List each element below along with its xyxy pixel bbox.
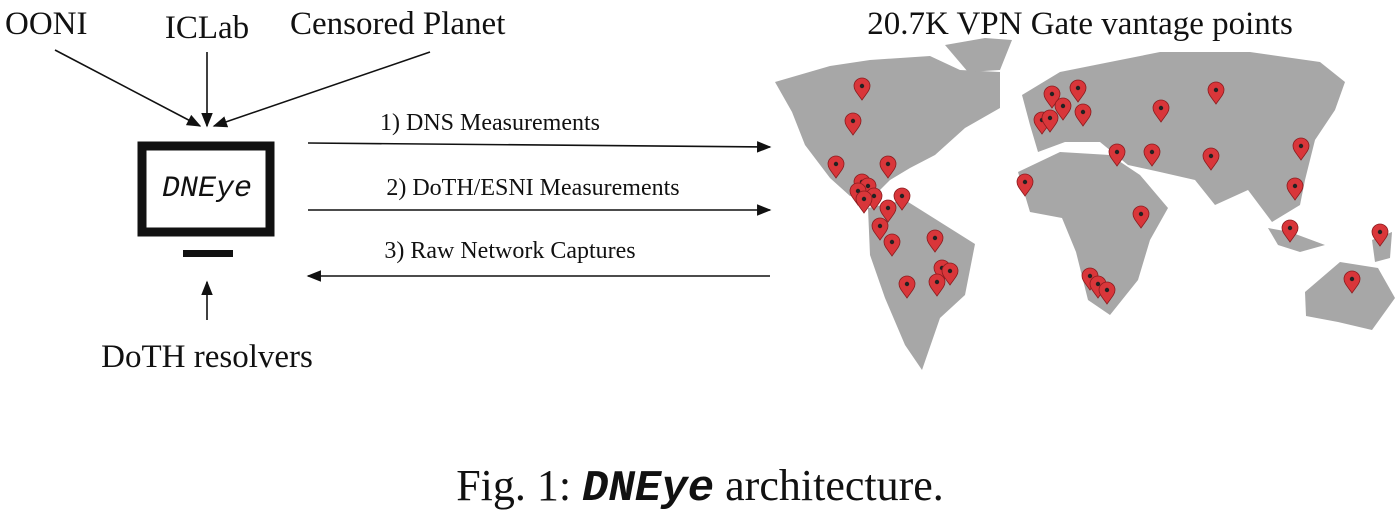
pin	[855, 190, 873, 214]
pin-dot	[1075, 85, 1081, 91]
pin-dot	[934, 279, 940, 285]
pin-dot	[1138, 211, 1144, 217]
pin	[1143, 143, 1161, 167]
pin	[1202, 147, 1220, 171]
pin	[1343, 270, 1361, 294]
pin	[1054, 97, 1072, 121]
pin	[928, 273, 946, 297]
pin	[941, 262, 959, 286]
source-label: ICLab	[165, 10, 249, 46]
pin	[883, 233, 901, 257]
pin-dot	[1292, 183, 1298, 189]
pin	[871, 217, 889, 241]
pin	[1286, 177, 1304, 201]
pin-dot	[1287, 225, 1293, 231]
pin-dot	[947, 268, 953, 274]
caption-prefix: Fig. 1:	[456, 461, 571, 510]
pin-dot	[1087, 273, 1093, 279]
land	[1018, 152, 1168, 315]
flow-label: 1) DNS Measurements	[380, 110, 600, 136]
pin-dot	[1208, 153, 1214, 159]
pin-dot	[1298, 143, 1304, 149]
pin-dot	[865, 183, 871, 189]
pin	[827, 155, 845, 179]
pin	[1069, 79, 1087, 103]
pin-dot	[833, 161, 839, 167]
pin-dot	[1060, 103, 1066, 109]
pins	[827, 77, 1389, 305]
arrow	[54, 49, 202, 127]
pin	[853, 77, 871, 101]
pin-dot	[899, 193, 905, 199]
pin-dot	[1022, 179, 1028, 185]
monitor-stand	[183, 250, 233, 257]
pin	[1098, 281, 1116, 305]
pin	[1074, 103, 1092, 127]
resolvers-label: DoTH resolvers	[101, 339, 313, 375]
land	[1022, 52, 1345, 222]
pin	[1132, 205, 1150, 229]
pin-dot	[1047, 115, 1053, 121]
pin	[879, 199, 897, 223]
pin	[893, 187, 911, 211]
pin	[1207, 81, 1225, 105]
pin-dot	[1213, 87, 1219, 93]
pin-dot	[889, 239, 895, 245]
arrow	[212, 51, 431, 128]
pin-dot	[1049, 91, 1055, 97]
pin	[1016, 173, 1034, 197]
pin	[898, 275, 916, 299]
pin-dot	[885, 205, 891, 211]
system-label: DNEye	[162, 172, 252, 206]
monitor	[137, 141, 275, 237]
pin	[844, 112, 862, 136]
pin	[879, 155, 897, 179]
pin-dot	[855, 188, 861, 194]
pin-dot	[1349, 276, 1355, 282]
pin	[1281, 219, 1299, 243]
pin-dot	[1377, 229, 1383, 235]
pin	[926, 229, 944, 253]
pin	[1108, 143, 1126, 167]
arrow	[307, 141, 772, 153]
pin-dot	[1095, 281, 1101, 287]
pin-dot	[904, 281, 910, 287]
flow-label: 3) Raw Network Captures	[384, 238, 635, 264]
pin-dot	[1149, 149, 1155, 155]
pin	[1292, 137, 1310, 161]
land	[945, 38, 1012, 72]
pin-dot	[1114, 149, 1120, 155]
pin-dot	[932, 235, 938, 241]
pin-dot	[1158, 105, 1164, 111]
pin	[1371, 223, 1389, 247]
caption: Fig. 1: DNEye architecture.	[456, 461, 944, 513]
pin-dot	[871, 193, 877, 199]
land	[1268, 228, 1325, 252]
land	[1305, 262, 1395, 330]
pin	[1152, 99, 1170, 123]
pin-dot	[861, 196, 867, 202]
flow-label: 2) DoTH/ESNI Measurements	[386, 175, 679, 201]
source-label: OONI	[5, 6, 87, 42]
pin-dot	[1080, 109, 1086, 115]
map-title: 20.7K VPN Gate vantage points	[867, 6, 1293, 42]
pin-dot	[885, 161, 891, 167]
caption-text: architecture.	[725, 461, 944, 510]
source-label: Censored Planet	[290, 6, 505, 42]
pin	[1041, 109, 1059, 133]
pin-dot	[877, 223, 883, 229]
pin-dot	[859, 83, 865, 89]
pin-dot	[1104, 287, 1110, 293]
caption-name: DNEye	[582, 464, 714, 513]
pin-dot	[850, 118, 856, 124]
